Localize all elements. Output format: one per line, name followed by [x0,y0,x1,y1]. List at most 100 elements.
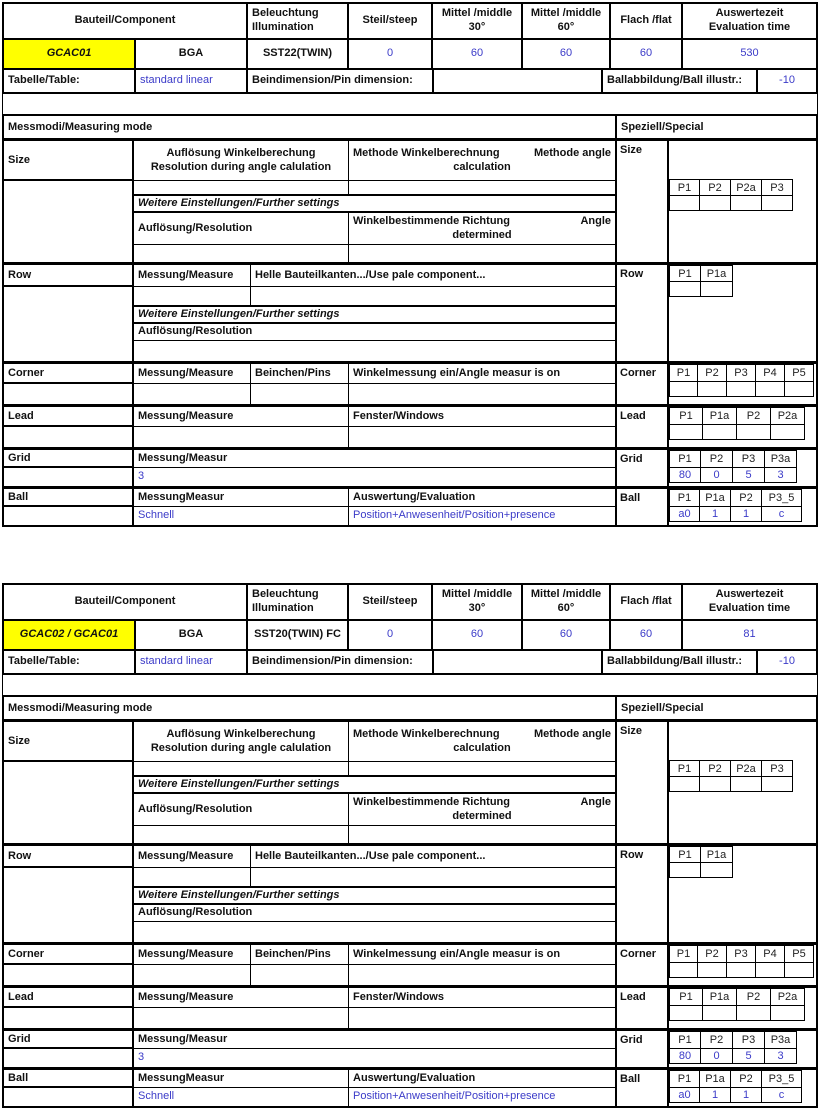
grid-measure-value-cell[interactable]: 3 [138,1051,145,1064]
p-value-cell[interactable]: c [762,1088,802,1103]
lead-measure-value-cell[interactable] [134,1008,349,1028]
p-value-cell[interactable] [771,1006,805,1021]
p-value-cell[interactable]: 0 [701,1049,733,1064]
middle30-value-cell[interactable]: 60 [433,621,523,649]
size-resolution2-value-cell[interactable] [134,826,349,843]
lead-desc-value-cell[interactable] [349,427,615,447]
p-value-cell[interactable]: 80 [669,468,701,483]
pin-dimension-value-cell[interactable] [434,651,603,673]
p-value-cell[interactable] [727,963,756,978]
component-type-cell[interactable]: BGA [136,621,248,649]
p-value-cell[interactable] [669,196,700,211]
p-value-cell[interactable]: 1 [731,507,762,522]
p-value-cell[interactable] [669,1006,703,1021]
p-value-cell[interactable] [669,863,701,878]
p-value-cell[interactable] [703,1006,737,1021]
corner-desc-value-cell[interactable] [349,384,615,404]
illumination-value-cell[interactable]: SST22(TWIN) [248,40,349,68]
p-value-cell[interactable]: 3 [765,468,797,483]
corner-desc-value-cell[interactable] [349,965,615,985]
eval-time-value-cell[interactable]: 530 [740,47,759,60]
row-desc-value-cell[interactable] [251,868,615,886]
p-value-cell[interactable] [727,382,756,397]
p-value-cell[interactable] [669,382,698,397]
corner-pins-value-cell[interactable] [251,384,349,404]
size-resolution2-value-cell[interactable] [134,245,349,262]
p-value-cell[interactable] [785,382,814,397]
eval-time-value-cell[interactable]: 81 [743,628,756,641]
p-value-cell[interactable]: c [762,507,802,522]
middle60-value-cell[interactable]: 60 [523,621,611,649]
p-value-cell[interactable]: 5 [733,468,765,483]
flat-value-cell[interactable]: 60 [611,621,683,649]
size-methode-value-cell[interactable] [349,762,615,775]
p-value-cell[interactable] [737,1006,771,1021]
p-value-cell[interactable] [762,777,793,792]
lead-measure-value-cell[interactable] [134,427,349,447]
size-angle-direction-value-cell[interactable] [349,245,615,262]
p-value-cell[interactable] [771,425,805,440]
flat-value-cell[interactable]: 60 [611,40,683,68]
ball-measure-value-cell[interactable]: Schnell [134,507,349,525]
p-value-cell[interactable] [700,196,731,211]
table-label: Tabelle/Table: [4,651,136,673]
p-value-cell[interactable] [737,425,771,440]
grid-measure-value-cell[interactable]: 3 [138,470,145,483]
p-value-cell[interactable] [762,196,793,211]
ball-illustr-value-cell[interactable]: -10 [779,655,795,668]
p-value-cell[interactable]: 5 [733,1049,765,1064]
size-resolution-value-cell[interactable] [134,181,349,194]
pin-dimension-value-cell[interactable] [434,70,603,92]
steep-value-cell[interactable]: 0 [349,621,433,649]
table-value-cell[interactable]: standard linear [136,70,248,92]
p-value-cell[interactable] [731,196,762,211]
ball-measure-value-cell[interactable]: Schnell [134,1088,349,1106]
steep-value-cell[interactable]: 0 [349,40,433,68]
component-name-cell[interactable]: GCAC01 [4,40,136,68]
component-type-cell[interactable]: BGA [136,40,248,68]
row-measure-value-cell[interactable] [134,287,251,305]
size-methode-value-cell[interactable] [349,181,615,194]
corner-measure-value-cell[interactable] [134,384,251,404]
p-value-cell[interactable] [701,863,733,878]
p-value-cell[interactable] [698,382,727,397]
illumination-value-cell[interactable]: SST20(TWIN) FC [248,621,349,649]
p-value-cell[interactable] [669,777,700,792]
component-name-cell[interactable]: GCAC02 / GCAC01 [4,621,136,649]
p-value-cell[interactable] [703,425,737,440]
p-value-cell[interactable]: 1 [731,1088,762,1103]
p-value-cell[interactable] [669,425,703,440]
row-measure-value-cell[interactable] [134,868,251,886]
middle60-value-cell[interactable]: 60 [523,40,611,68]
p-value-cell[interactable]: a0 [669,507,700,522]
p-value-cell[interactable] [669,282,701,297]
ball-illustr-value-cell[interactable]: -10 [779,74,795,87]
ball-evaluation-value-cell[interactable]: Position+Anwesenheit/Position+presence [353,1090,556,1103]
p-value-cell[interactable]: 3 [765,1049,797,1064]
p-value-cell[interactable] [669,963,698,978]
lead-desc-value-cell[interactable] [349,1008,615,1028]
row-desc-value-cell[interactable] [251,287,615,305]
p-value-cell[interactable] [785,963,814,978]
p-value-cell[interactable]: 1 [700,1088,731,1103]
corner-measure-value-cell[interactable] [134,965,251,985]
p-value-cell[interactable] [756,963,785,978]
p-value-cell[interactable]: 1 [700,507,731,522]
p-value-cell[interactable]: a0 [669,1088,700,1103]
size-resolution-value-cell[interactable] [134,762,349,775]
p-value-cell[interactable]: 0 [701,468,733,483]
table-value-cell[interactable]: standard linear [136,651,248,673]
size-angle-direction-value-cell[interactable] [349,826,615,843]
corner-pins-value-cell[interactable] [251,965,349,985]
middle30-value-cell[interactable]: 60 [433,40,523,68]
p-value-cell[interactable] [700,777,731,792]
p-value-cell[interactable] [731,777,762,792]
p-value-cell[interactable] [701,282,733,297]
row-resolution-value-cell[interactable] [134,922,615,942]
row-resolution-value-cell[interactable] [134,341,615,361]
p-value-cell[interactable] [698,963,727,978]
p-value-cell[interactable] [756,382,785,397]
ball-evaluation-value-cell[interactable]: Position+Anwesenheit/Position+presence [353,509,556,522]
corner-label: Corner [4,945,132,965]
p-value-cell[interactable]: 80 [669,1049,701,1064]
